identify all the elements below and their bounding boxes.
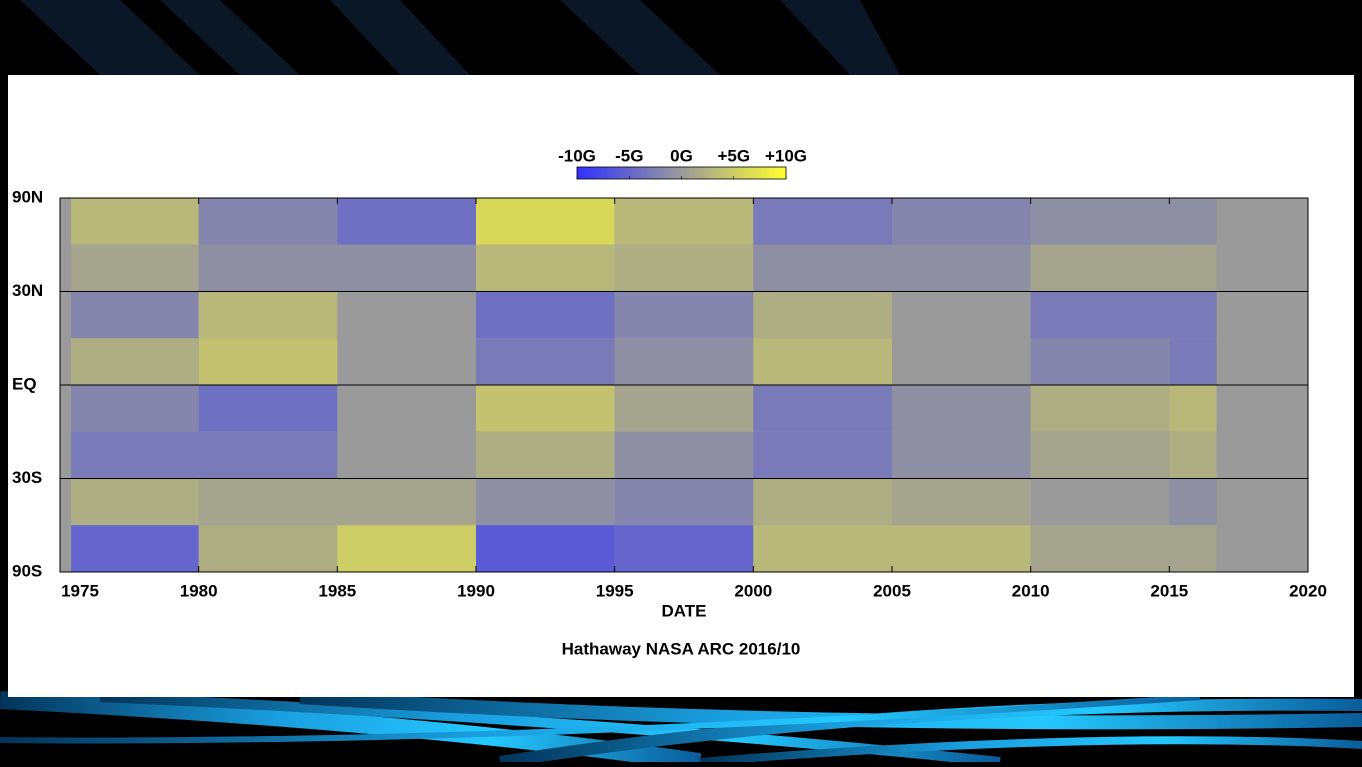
cell	[71, 198, 199, 245]
colorbar-label: +5G	[717, 146, 750, 165]
cell	[615, 245, 754, 292]
x-tick-label: 2000	[734, 581, 772, 600]
cell	[1169, 479, 1216, 526]
cell	[1031, 385, 1170, 432]
cell	[753, 292, 892, 339]
cell	[71, 292, 199, 339]
cell	[753, 479, 892, 526]
cell	[71, 245, 199, 292]
cell	[337, 525, 476, 572]
cell	[1169, 432, 1216, 479]
cell	[476, 292, 615, 339]
x-tick-label: 1980	[180, 581, 218, 600]
cell	[199, 432, 338, 479]
cell	[199, 338, 338, 385]
cell	[892, 432, 1031, 479]
slide: 90N 30N EQ 30S 90S 1975 1980 1985 1990 1995 2000 20…	[0, 0, 1362, 762]
y-tick-label: 30S	[12, 468, 42, 487]
cell	[753, 198, 892, 245]
cell	[753, 432, 892, 479]
cell	[71, 525, 199, 572]
x-tick-label: 2015	[1150, 581, 1188, 600]
cell	[199, 479, 338, 526]
cell	[199, 292, 338, 339]
cell	[615, 432, 754, 479]
x-tick-label: 1995	[596, 581, 634, 600]
cell	[892, 292, 1031, 339]
cell	[71, 432, 199, 479]
page: 90N 30N EQ 30S 90S 1975 1980 1985 1990 1995 2000 20…	[0, 0, 1362, 762]
x-tick-label: 2010	[1012, 581, 1050, 600]
cell	[615, 292, 754, 339]
cell	[337, 338, 476, 385]
cell	[1031, 525, 1170, 572]
cell	[753, 245, 892, 292]
cell	[1031, 245, 1170, 292]
cell	[892, 198, 1031, 245]
cell	[476, 479, 615, 526]
cell	[753, 338, 892, 385]
cell	[337, 292, 476, 339]
cell	[476, 432, 615, 479]
cell	[71, 385, 199, 432]
cell	[1169, 525, 1216, 572]
colorbar-label: +10G	[765, 146, 807, 165]
colorbar-label: -5G	[615, 146, 643, 165]
cell	[337, 479, 476, 526]
cell	[1031, 292, 1170, 339]
cell	[1169, 385, 1216, 432]
cell	[892, 525, 1031, 572]
cell	[1169, 198, 1216, 245]
cell	[1169, 292, 1216, 339]
y-tick-label: 90S	[12, 561, 42, 580]
cell	[892, 479, 1031, 526]
cell	[71, 479, 199, 526]
cell	[337, 385, 476, 432]
cell	[1169, 245, 1216, 292]
cell	[476, 385, 615, 432]
cell	[892, 385, 1031, 432]
cell	[337, 432, 476, 479]
cell	[615, 385, 754, 432]
cell	[753, 385, 892, 432]
x-tick-label: 1975	[61, 581, 99, 600]
cell	[1031, 338, 1170, 385]
cell	[1031, 479, 1170, 526]
colorbar-label: -10G	[558, 146, 596, 165]
cell	[199, 245, 338, 292]
x-axis-label: DATE	[661, 601, 706, 620]
cell	[753, 525, 892, 572]
cell	[615, 198, 754, 245]
x-tick-label: 2005	[873, 581, 911, 600]
cell	[615, 479, 754, 526]
cell	[892, 245, 1031, 292]
cell	[337, 198, 476, 245]
cell	[615, 338, 754, 385]
cell	[476, 338, 615, 385]
cell	[615, 525, 754, 572]
x-tick-label: 2020	[1289, 581, 1327, 600]
cell	[476, 245, 615, 292]
cell	[476, 198, 615, 245]
cell	[337, 245, 476, 292]
y-tick-label: 30N	[12, 281, 43, 300]
cell	[199, 385, 338, 432]
credit: Hathaway NASA ARC 2016/10	[562, 639, 801, 658]
cell	[476, 525, 615, 572]
cell	[1031, 432, 1170, 479]
cell	[199, 525, 338, 572]
cell	[71, 338, 199, 385]
cell	[892, 338, 1031, 385]
x-tick-label: 1990	[457, 581, 495, 600]
x-tick-label: 1985	[318, 581, 356, 600]
cell	[1031, 198, 1170, 245]
cell	[1169, 338, 1216, 385]
y-tick-label: 90N	[12, 187, 43, 206]
colorbar-label: 0G	[670, 146, 693, 165]
y-tick-label: EQ	[12, 374, 37, 393]
cell	[199, 198, 338, 245]
